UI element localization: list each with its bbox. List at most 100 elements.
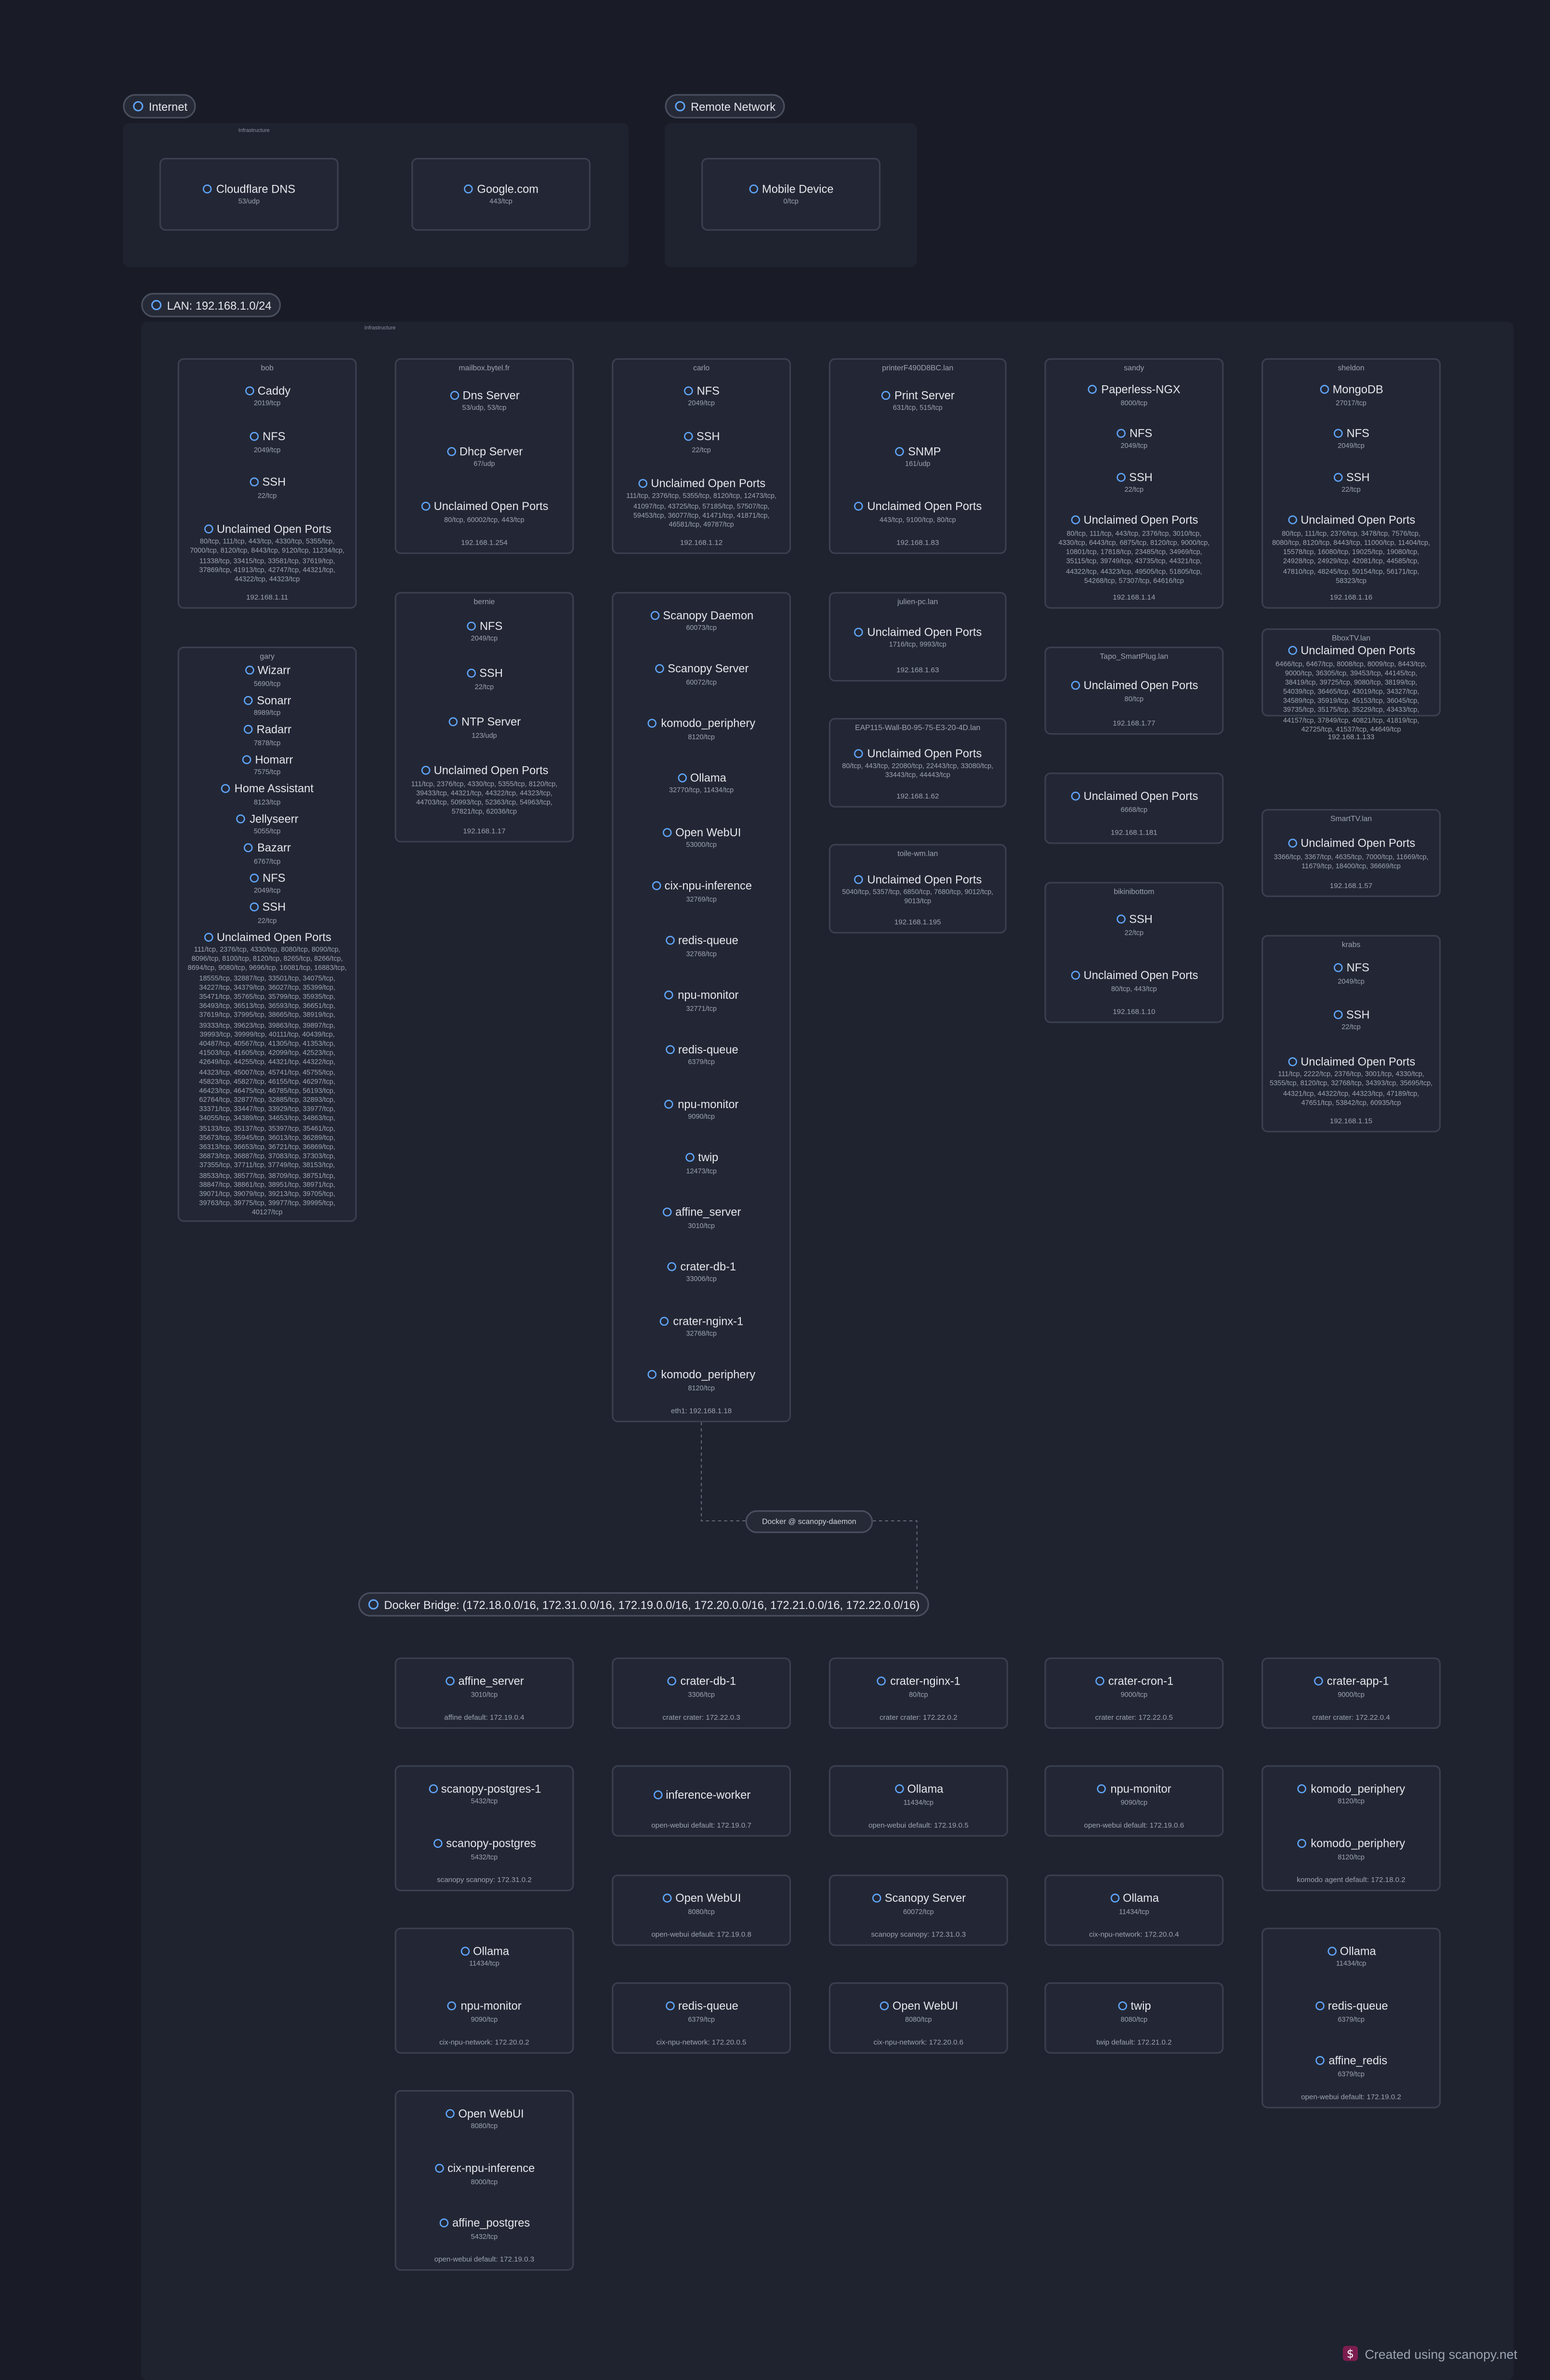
icon — [151, 300, 162, 311]
service-name: crater-nginx-1 — [659, 1314, 743, 1328]
service-ports: 2049/tcp — [1120, 442, 1148, 450]
services: Dns Server 53/udp, 53/tcp Dhcp Server 67/ud… — [396, 373, 573, 540]
service-ports: 6466/tcp, 6467/tcp, 8008/tcp, 8009/tcp, … — [1275, 659, 1427, 733]
service: Unclaimed Open Ports 111/tcp, 2376/tcp, 4… — [396, 764, 573, 817]
service: Dhcp Server 67/udp — [396, 444, 573, 470]
service-name-text: komodo_periphery — [661, 1368, 756, 1382]
icon — [653, 1790, 662, 1800]
service-name: Mobile Device — [749, 182, 833, 195]
icon — [854, 874, 864, 884]
icon — [460, 1947, 470, 1956]
service-ports: 60073/tcp — [686, 624, 717, 632]
node: inference-worker open-webui default: 172.… — [612, 1765, 791, 1837]
group-subtitle: Infrastructure — [364, 325, 396, 331]
icon — [1097, 1784, 1107, 1794]
services: Unclaimed Open Ports 1716/tcp, 9993/tcp — [830, 607, 1005, 668]
service-ports: 111/tcp, 2376/tcp, 4330/tcp, 5355/tcp, 8… — [411, 779, 558, 816]
services: Open WebUI 8080/tcp — [830, 1984, 1007, 2040]
service: Mobile Device 0/tcp — [703, 182, 879, 207]
node-footer: cix-npu-network: 172.20.0.6 — [873, 2040, 964, 2048]
service-name: NFS — [1333, 961, 1369, 975]
icon — [204, 524, 213, 533]
node: bikinibottom SSH 22/tcp Unclaimed Open Port… — [1044, 882, 1224, 1023]
service: cix-npu-inference 32769/tcp — [613, 879, 789, 905]
service-name: komodo_periphery — [647, 1368, 755, 1382]
service: Wizarr 5690/tcp — [179, 664, 355, 690]
icon — [648, 719, 657, 728]
service-name-text: crater-app-1 — [1327, 1674, 1389, 1688]
node: Ollama 11434/tcp redis-queue 6379/tcp affine… — [1261, 1927, 1441, 2108]
icon — [667, 1676, 677, 1686]
services: crater-cron-1 9000/tcp — [1046, 1659, 1222, 1715]
service-ports: 67/udp — [473, 460, 495, 468]
node: npu-monitor 9090/tcp open-webui default: 1… — [1044, 1765, 1224, 1837]
node-host: sheldon — [1338, 364, 1365, 374]
service-name-text: redis-queue — [678, 1999, 738, 2013]
service-name-text: NFS — [263, 871, 286, 885]
icon — [1287, 838, 1297, 848]
service-ports: 22/tcp — [1341, 1023, 1361, 1032]
service-name: crater-db-1 — [667, 1260, 736, 1273]
icon — [448, 718, 458, 727]
node-footer: 192.168.1.16 — [1329, 595, 1373, 603]
service-name-text: Google.com — [477, 182, 539, 196]
service-name: NTP Server — [448, 715, 521, 729]
service-name: Unclaimed Open Ports — [420, 764, 548, 777]
icon — [662, 827, 672, 837]
service: Dns Server 53/udp, 53/tcp — [396, 389, 573, 414]
services: NFS 2049/tcp SSH 22/tcp Unclaimed Open Ports… — [1263, 950, 1439, 1119]
node-footer: 192.168.1.133 — [1327, 734, 1375, 743]
service-name-text: SSH — [1346, 1007, 1370, 1021]
service: crater-db-1 33006/tcp — [613, 1260, 789, 1285]
service-name-text: Unclaimed Open Ports — [867, 746, 982, 760]
service-name-text: NFS — [1346, 426, 1369, 440]
service-name: twip — [1117, 1999, 1151, 2013]
service: Open WebUI 8080/tcp — [830, 1999, 1007, 2025]
service-name: Ollama — [1109, 1892, 1159, 1905]
icon — [667, 1262, 677, 1271]
node-footer: 192.168.1.195 — [894, 919, 941, 928]
service-name: NFS — [249, 871, 286, 884]
node: Tapo_SmartPlug.lan Unclaimed Open Ports 80… — [1044, 646, 1224, 735]
service: komodo_periphery 8120/tcp — [1263, 1782, 1439, 1807]
node: redis-queue 6379/tcp cix-npu-network: 172.… — [612, 1982, 791, 2054]
icon — [242, 755, 251, 764]
service-name-text: cix-npu-inference — [664, 879, 752, 893]
services: Ollama 11434/tcp — [1046, 1876, 1222, 1933]
icon — [665, 936, 674, 945]
service-name: Open WebUI — [662, 825, 741, 839]
node-host: sandy — [1124, 364, 1144, 374]
icon — [244, 725, 253, 734]
services: affine_server 3010/tcp — [396, 1659, 573, 1715]
service-name: NFS — [1333, 426, 1369, 440]
icon — [250, 432, 259, 441]
service-ports: 3010/tcp — [471, 1690, 498, 1698]
service-name-text: Bazarr — [257, 841, 291, 855]
service: komodo_periphery 8120/tcp — [613, 1368, 789, 1394]
service-ports: 80/tcp, 111/tcp, 2376/tcp, 3478/tcp, 757… — [1272, 529, 1431, 584]
icon — [445, 1676, 455, 1686]
icon — [244, 695, 253, 705]
node-host: bob — [261, 364, 274, 374]
group-label-text: LAN: 192.168.1.0/24 — [167, 298, 272, 312]
service-name: Unclaimed Open Ports — [1070, 789, 1198, 803]
service: Unclaimed Open Ports 5040/tcp, 5357/tcp, … — [830, 872, 1005, 907]
service-name: Radarr — [243, 723, 291, 737]
service: Ollama 11434/tcp — [1046, 1892, 1222, 1917]
services: twip 8080/tcp — [1046, 1984, 1222, 2040]
service-ports: 9090/tcp — [688, 1112, 715, 1121]
node-footer: 192.168.1.62 — [896, 794, 939, 802]
services: Print Server 631/tcp, 515/tcp SNMP 161/udp U… — [830, 373, 1005, 540]
service-name-text: Unclaimed Open Ports — [1300, 836, 1416, 850]
icon — [245, 666, 254, 676]
service-name-text: npu-monitor — [678, 1097, 739, 1111]
services: inference-worker — [613, 1767, 789, 1823]
icon — [1095, 1676, 1104, 1686]
service-name: Unclaimed Open Ports — [203, 522, 331, 536]
services: Ollama 11434/tcp — [830, 1767, 1007, 1823]
service-name: SSH — [1116, 470, 1153, 484]
service-ports: 22/tcp — [257, 916, 277, 924]
service-name-text: affine_redis — [1328, 2054, 1388, 2068]
icon — [368, 1599, 379, 1610]
service-name-text: crater-nginx-1 — [890, 1674, 960, 1688]
